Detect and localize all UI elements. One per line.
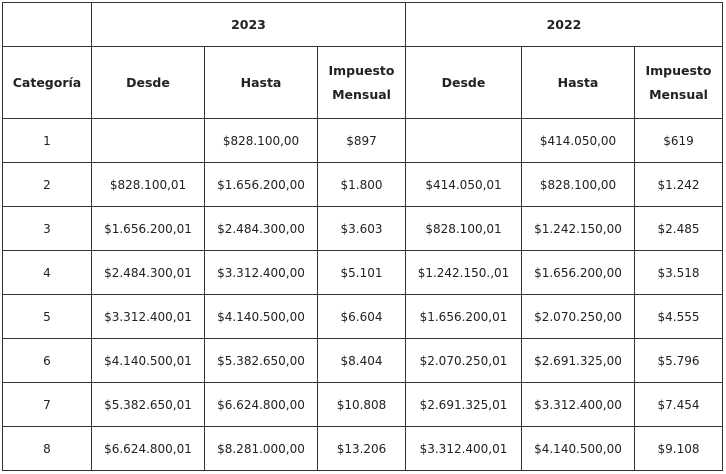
- hasta-header-2023: Hasta: [204, 46, 318, 119]
- hasta-2023-cell: $3.312.400,00: [204, 250, 318, 295]
- hasta-header-2022: Hasta: [521, 46, 635, 119]
- impuesto-2023-cell: $8.404: [317, 338, 406, 383]
- desde-2023-cell: $2.484.300,01: [91, 250, 205, 295]
- hasta-2022-cell: $828.100,00: [521, 162, 635, 207]
- table-row: 2 $828.100,01 $1.656.200,00 $1.800 $414.050,…: [2, 162, 723, 207]
- year-header-2023: 2023: [91, 2, 406, 47]
- column-header-row: Categoría Desde Hasta Impuesto Mensual D…: [2, 46, 723, 119]
- table-row: 7 $5.382.650,01 $6.624.800,00 $10.808 $2.691…: [2, 382, 723, 427]
- impuesto-2023-cell: $897: [317, 118, 406, 163]
- table-row: 3 $1.656.200,01 $2.484.300,00 $3.603 $828.10…: [2, 206, 723, 251]
- hasta-2022-cell: $414.050,00: [521, 118, 635, 163]
- hasta-2023-cell: $4.140.500,00: [204, 294, 318, 339]
- impuesto-2022-cell: $2.485: [634, 206, 723, 251]
- hasta-2022-cell: $1.242.150,00: [521, 206, 635, 251]
- desde-2023-cell: $828.100,01: [91, 162, 205, 207]
- hasta-2023-cell: $828.100,00: [204, 118, 318, 163]
- impuesto-2022-cell: $9.108: [634, 426, 723, 471]
- impuesto-2022-cell: $7.454: [634, 382, 723, 427]
- table-body: 1 $828.100,00 $897 $414.050,00 $619 2 $828.100…: [2, 118, 723, 471]
- impuesto-2023-cell: $3.603: [317, 206, 406, 251]
- impuesto-2022-cell: $1.242: [634, 162, 723, 207]
- table-row: 1 $828.100,00 $897 $414.050,00 $619: [2, 118, 723, 163]
- desde-2023-cell: $3.312.400,01: [91, 294, 205, 339]
- table-row: 6 $4.140.500,01 $5.382.650,00 $8.404 $2.070.…: [2, 338, 723, 383]
- desde-2023-cell: [91, 118, 205, 163]
- impuesto-2022-cell: $4.555: [634, 294, 723, 339]
- hasta-2023-cell: $2.484.300,00: [204, 206, 318, 251]
- hasta-2022-cell: $4.140.500,00: [521, 426, 635, 471]
- category-cell: 6: [2, 338, 92, 383]
- category-cell: 5: [2, 294, 92, 339]
- impuesto-2022-cell: $619: [634, 118, 723, 163]
- hasta-2023-cell: $6.624.800,00: [204, 382, 318, 427]
- category-cell: 8: [2, 426, 92, 471]
- hasta-2023-cell: $1.656.200,00: [204, 162, 318, 207]
- hasta-2023-cell: $5.382.650,00: [204, 338, 318, 383]
- category-cell: 7: [2, 382, 92, 427]
- desde-2022-cell: $2.070.250,01: [405, 338, 522, 383]
- desde-2022-cell: $1.656.200,01: [405, 294, 522, 339]
- hasta-2022-cell: $1.656.200,00: [521, 250, 635, 295]
- desde-2022-cell: $2.691.325,01: [405, 382, 522, 427]
- hasta-2022-cell: $3.312.400,00: [521, 382, 635, 427]
- impuesto-2023-cell: $5.101: [317, 250, 406, 295]
- desde-header-2022: Desde: [405, 46, 522, 119]
- empty-corner-cell: [2, 2, 92, 47]
- desde-header-2023: Desde: [91, 46, 205, 119]
- desde-2022-cell: $3.312.400,01: [405, 426, 522, 471]
- impuesto-2023-cell: $1.800: [317, 162, 406, 207]
- desde-2022-cell: $828.100,01: [405, 206, 522, 251]
- impuesto-2023-cell: $10.808: [317, 382, 406, 427]
- impuesto-2023-cell: $13.206: [317, 426, 406, 471]
- year-header-row: 2023 2022: [2, 2, 723, 47]
- desde-2023-cell: $6.624.800,01: [91, 426, 205, 471]
- category-cell: 4: [2, 250, 92, 295]
- hasta-2022-cell: $2.070.250,00: [521, 294, 635, 339]
- desde-2022-cell: [405, 118, 522, 163]
- table-row: 5 $3.312.400,01 $4.140.500,00 $6.604 $1.656.…: [2, 294, 723, 339]
- impuesto-2022-cell: $3.518: [634, 250, 723, 295]
- category-cell: 2: [2, 162, 92, 207]
- desde-2023-cell: $4.140.500,01: [91, 338, 205, 383]
- desde-2022-cell: $414.050,01: [405, 162, 522, 207]
- hasta-2022-cell: $2.691.325,00: [521, 338, 635, 383]
- table-row: 8 $6.624.800,01 $8.281.000,00 $13.206 $3.312…: [2, 426, 723, 471]
- desde-2022-cell: $1.242.150.,01: [405, 250, 522, 295]
- impuesto-header-2023: Impuesto Mensual: [317, 46, 406, 119]
- desde-2023-cell: $1.656.200,01: [91, 206, 205, 251]
- impuesto-2023-cell: $6.604: [317, 294, 406, 339]
- desde-2023-cell: $5.382.650,01: [91, 382, 205, 427]
- hasta-2023-cell: $8.281.000,00: [204, 426, 318, 471]
- impuesto-header-2022: Impuesto Mensual: [634, 46, 723, 119]
- table-row: 4 $2.484.300,01 $3.312.400,00 $5.101 $1.242.…: [2, 250, 723, 295]
- category-cell: 1: [2, 118, 92, 163]
- year-header-2022: 2022: [405, 2, 723, 47]
- category-cell: 3: [2, 206, 92, 251]
- impuesto-2022-cell: $5.796: [634, 338, 723, 383]
- category-header: Categoría: [2, 46, 92, 119]
